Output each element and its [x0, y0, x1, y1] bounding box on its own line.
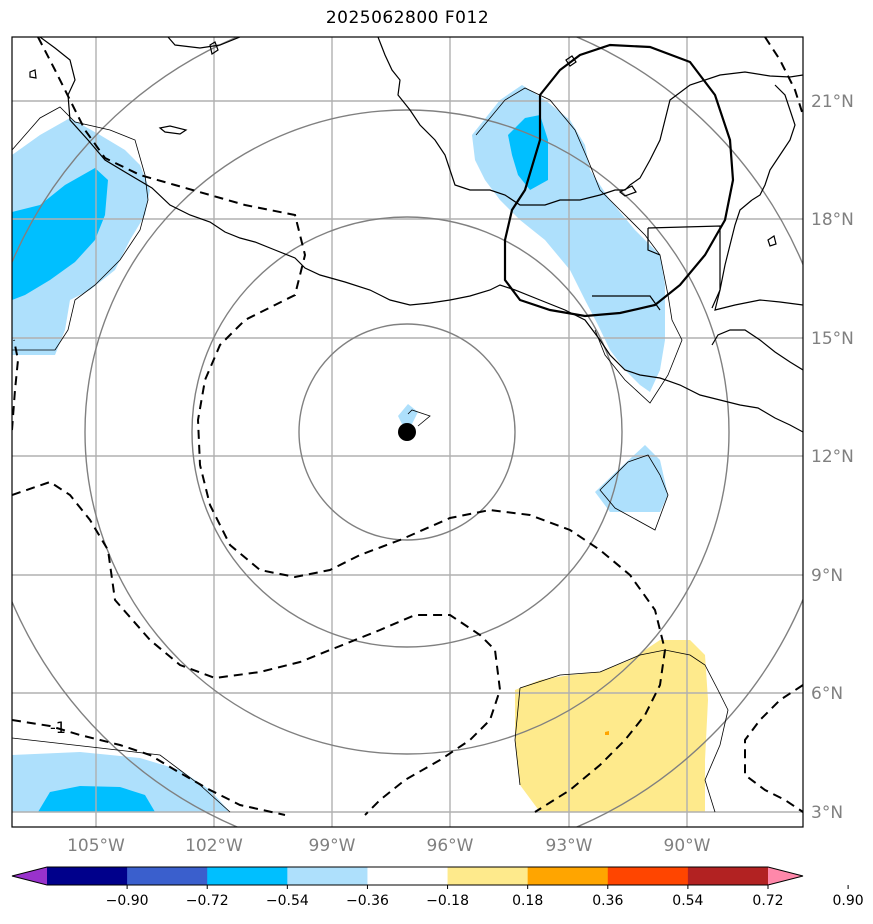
colorbar-cell: [207, 867, 288, 885]
map-title: 2025062800 F012: [325, 8, 490, 28]
colorbar-cell: [447, 867, 529, 885]
shade-light-blue-east: [595, 445, 668, 512]
lat-label: 12°N: [811, 447, 854, 467]
lon-label: 96°W: [427, 836, 474, 856]
colorbar-cell: [527, 867, 609, 885]
colorbar-tick-label: −0.72: [186, 893, 229, 909]
contour-label: -1: [50, 718, 66, 737]
colorbar-extend-right: [768, 867, 803, 885]
lon-label: 105°W: [67, 836, 125, 856]
bold-contour: [503, 43, 735, 318]
colorbar-cell: [127, 867, 208, 885]
colorbar-tick-label: 0.36: [592, 893, 623, 909]
colorbar-cell: [287, 867, 368, 885]
colorbar-tick-label: −0.36: [346, 893, 389, 909]
lon-label: 102°W: [185, 836, 243, 856]
longitude-labels: 105°W 102°W 99°W 96°W 93°W 90°W: [67, 836, 711, 856]
shade-blue-gulf: [508, 115, 548, 190]
colorbar-cell: [367, 867, 449, 885]
colorbar-tick-label: −0.18: [426, 893, 469, 909]
colorbar-extend-left: [12, 867, 47, 885]
lon-label: 90°W: [664, 836, 711, 856]
latitude-labels: 21°N 18°N 15°N 12°N 9°N 6°N 3°N: [811, 92, 854, 823]
lat-label: 15°N: [811, 329, 854, 349]
lon-label: 99°W: [309, 836, 356, 856]
range-rings: [12, 37, 803, 827]
colorbar-cell: [607, 867, 689, 885]
colorbar-tick-label: 0.90: [833, 893, 864, 909]
lat-label: 9°N: [811, 566, 843, 586]
colorbar-tick-label: 0.54: [672, 893, 703, 909]
shade-orange-dot: [605, 731, 609, 735]
shade-blue-nw: [12, 168, 108, 300]
lat-label: 6°N: [811, 684, 843, 704]
colorbar-tick-label: −0.54: [266, 893, 309, 909]
storm-center-marker: [398, 423, 416, 441]
colorbar-cell: [47, 867, 128, 885]
lat-label: 18°N: [811, 210, 854, 230]
colorbar-outline: [11, 866, 804, 886]
colorbar-cell: [687, 867, 769, 885]
map-frame: [11, 36, 804, 828]
coastlines: [29, 37, 803, 433]
lat-label: 21°N: [811, 92, 854, 112]
lon-label: 93°W: [546, 836, 593, 856]
colorbar-tick-label: −0.90: [106, 893, 149, 909]
lat-label: 3°N: [811, 803, 843, 823]
colorbar: −0.90 −0.72 −0.54 −0.36 −0.18 0.18 0.36 0.54 0.7…: [11, 866, 864, 909]
thin-contours: [12, 87, 729, 813]
colorbar-tick-label: 0.18: [512, 893, 543, 909]
dashed-contours: [12, 37, 803, 816]
colorbar-tick-label: 0.72: [752, 893, 783, 909]
